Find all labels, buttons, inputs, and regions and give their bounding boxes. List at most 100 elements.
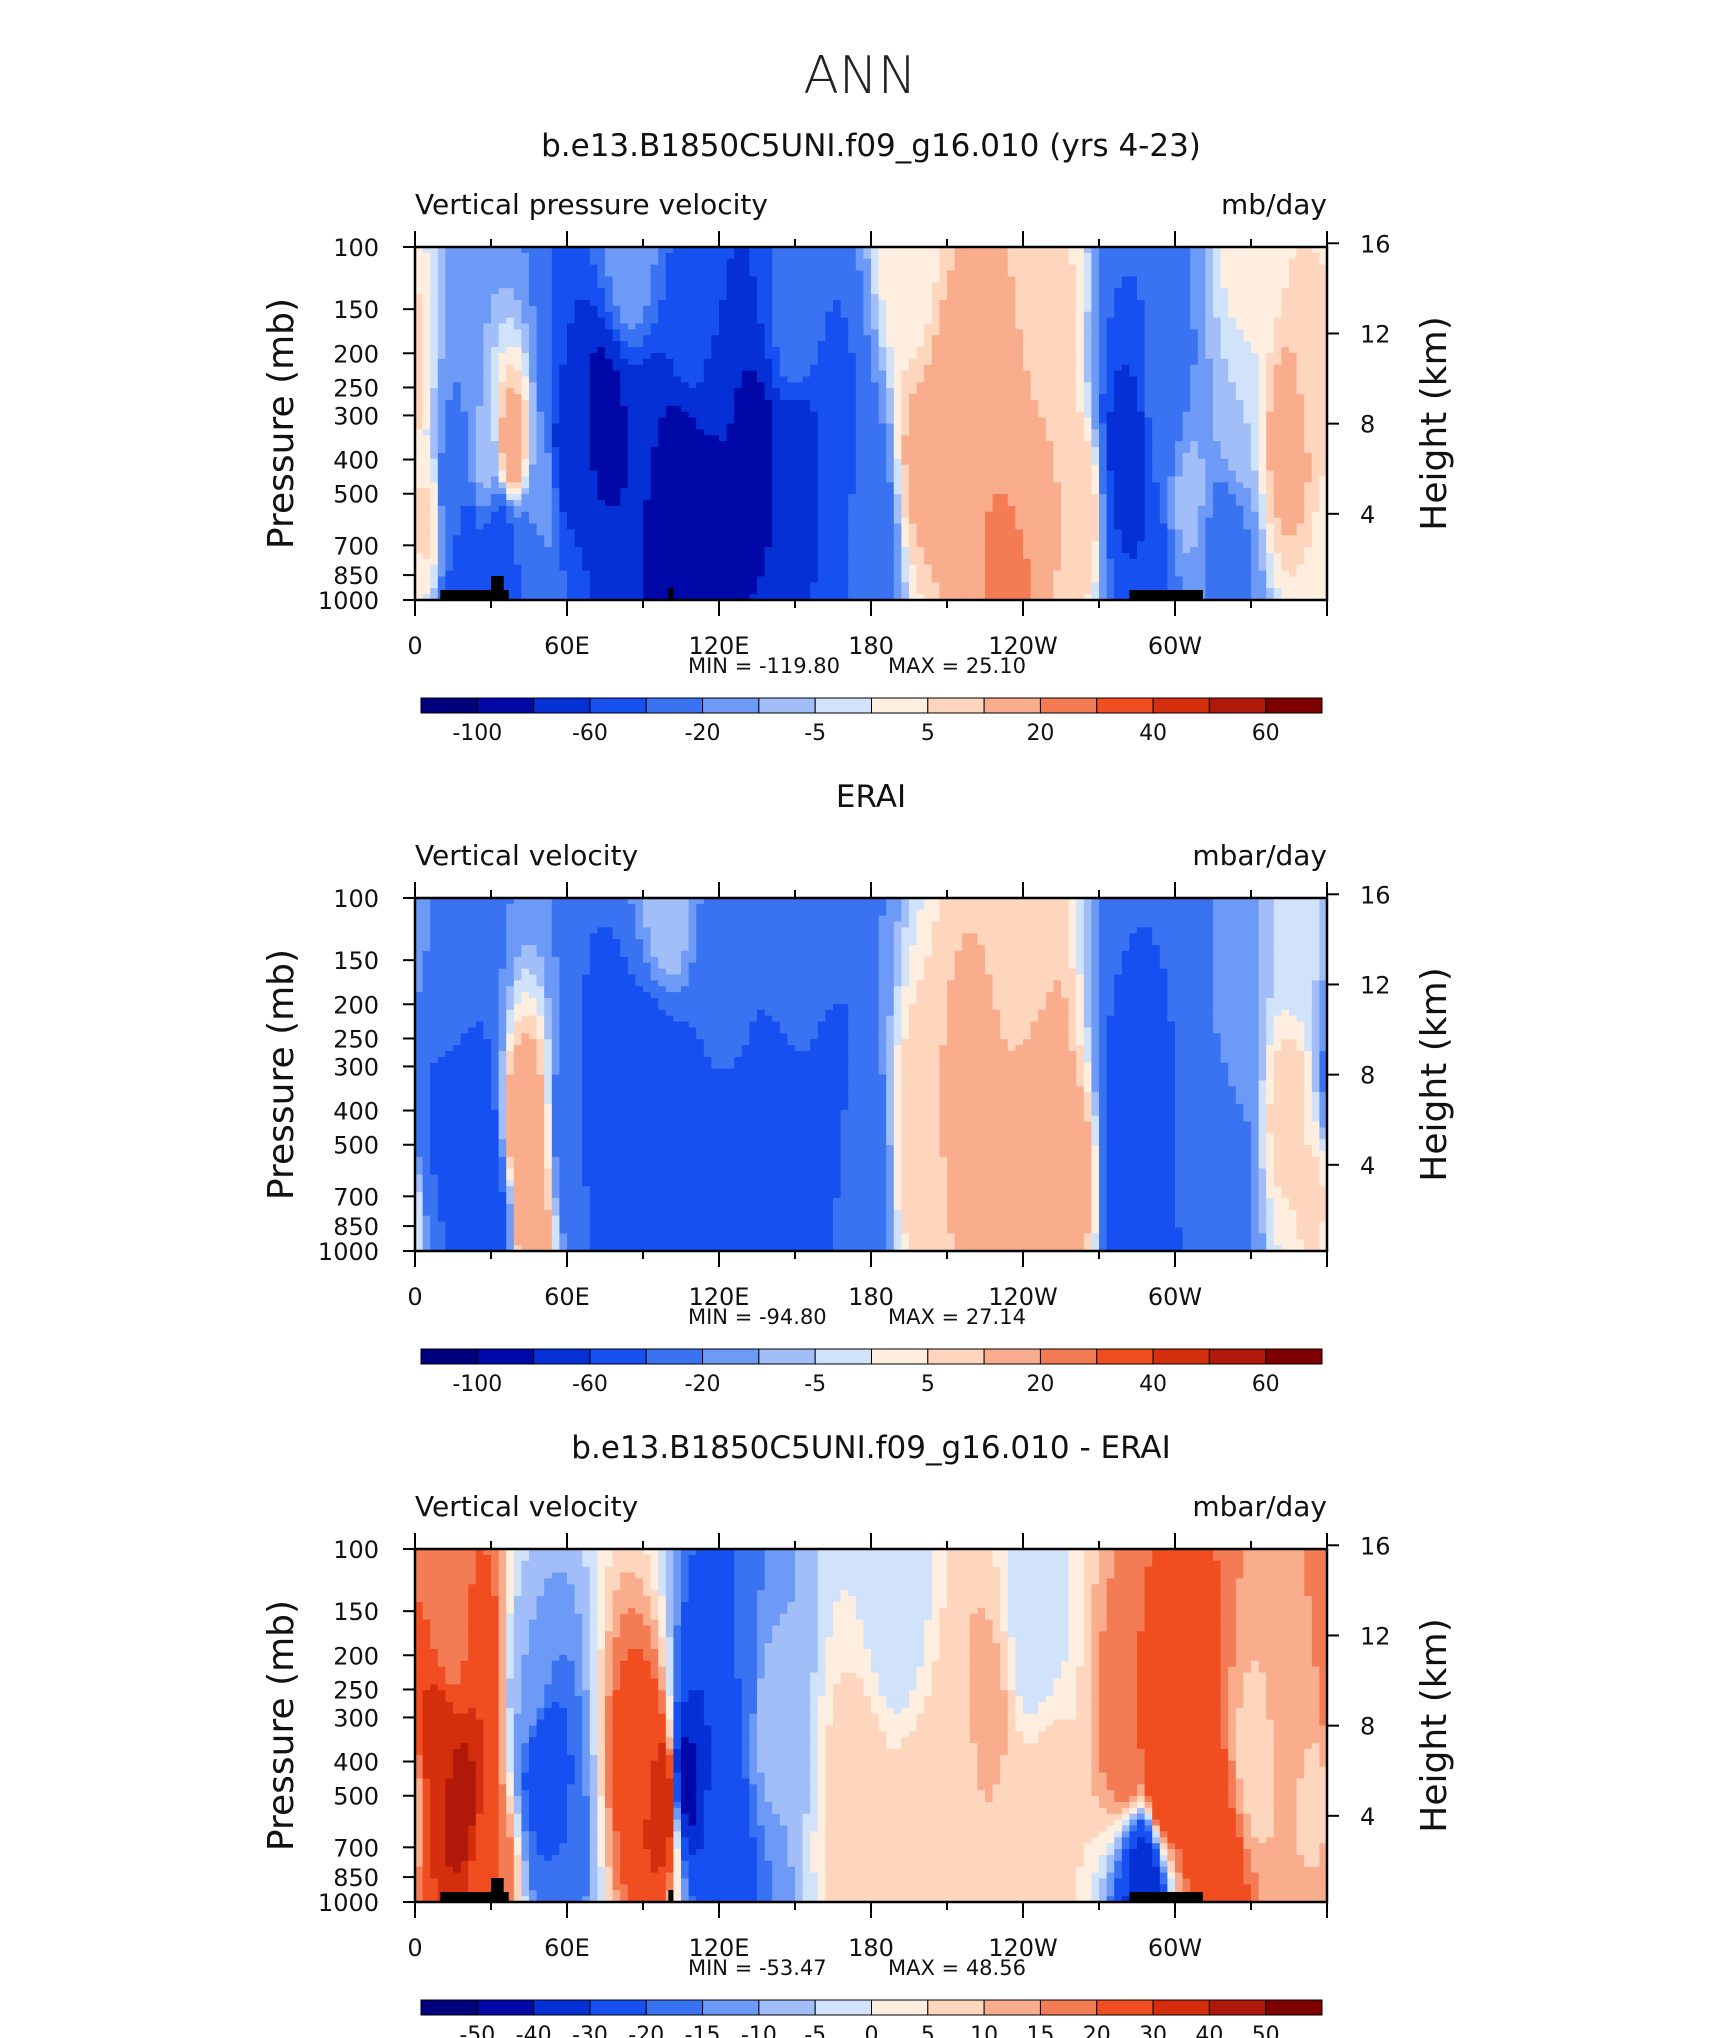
heatmap-cell xyxy=(833,352,842,360)
heatmap-cell xyxy=(1281,447,1290,454)
heatmap-cell xyxy=(878,464,887,472)
heatmap-cell xyxy=(1281,376,1290,383)
heatmap-cell xyxy=(643,388,652,395)
heatmap-cell xyxy=(1289,464,1298,472)
heatmap-cell xyxy=(1023,405,1032,413)
heatmap-cell xyxy=(1213,252,1222,260)
heatmap-cell xyxy=(1030,388,1039,395)
heatmap-cell xyxy=(468,294,477,301)
heatmap-cell xyxy=(544,417,553,425)
heatmap-cell xyxy=(1114,311,1123,319)
heatmap-cell xyxy=(589,294,598,301)
heatmap-cell xyxy=(1266,282,1275,289)
heatmap-cell xyxy=(1251,464,1260,472)
heatmap-cell xyxy=(589,311,598,319)
heatmap-cell xyxy=(475,352,484,360)
heatmap-cell xyxy=(1023,417,1032,425)
heatmap-cell xyxy=(1000,299,1009,307)
heatmap-cell xyxy=(437,458,446,466)
heatmap-cell xyxy=(1045,358,1054,366)
heatmap-cell xyxy=(749,317,758,325)
heatmap-cell xyxy=(969,417,978,425)
heatmap-cell xyxy=(711,364,720,372)
heatmap-cell xyxy=(1030,417,1039,425)
heatmap-cell xyxy=(1015,347,1024,354)
heatmap-cell xyxy=(415,405,424,413)
heatmap-cell xyxy=(909,382,918,389)
heatmap-cell xyxy=(901,352,910,360)
heatmap-cell xyxy=(658,370,667,378)
heatmap-cell xyxy=(795,335,804,342)
heatmap-cell xyxy=(521,405,530,413)
heatmap-cell xyxy=(833,429,842,436)
heatmap-cell xyxy=(954,317,963,325)
heatmap-cell xyxy=(711,447,720,454)
heatmap-cell xyxy=(422,252,431,260)
heatmap-cell xyxy=(1068,382,1077,389)
heatmap-cell xyxy=(916,311,925,319)
heatmap-cell xyxy=(453,382,462,389)
heatmap-cell xyxy=(415,358,424,366)
heatmap-cell xyxy=(1091,399,1100,407)
heatmap-cell xyxy=(1144,482,1153,489)
heatmap-cell xyxy=(582,299,591,307)
heatmap-cell xyxy=(1266,458,1275,466)
heatmap-cell xyxy=(544,329,553,336)
heatmap-cell xyxy=(810,382,819,389)
heatmap-cell xyxy=(871,317,880,325)
heatmap-cell xyxy=(954,305,963,313)
heatmap-cell xyxy=(415,288,424,295)
heatmap-cell xyxy=(643,394,652,401)
heatmap-cell xyxy=(1137,388,1146,395)
heatmap-cell xyxy=(1258,352,1267,360)
heatmap-cell xyxy=(1083,423,1092,430)
heatmap-cell xyxy=(779,247,788,254)
heatmap-cell xyxy=(1167,405,1176,413)
heatmap-cell xyxy=(673,358,682,366)
heatmap-cell xyxy=(483,470,492,478)
heatmap-cell xyxy=(1083,411,1092,419)
heatmap-cell xyxy=(787,464,796,472)
heatmap-cell xyxy=(650,447,659,454)
heatmap-cell xyxy=(711,252,720,260)
heatmap-cell xyxy=(1319,329,1328,336)
heatmap-cell xyxy=(1106,305,1115,313)
heatmap-cell xyxy=(795,264,804,272)
heatmap-cell xyxy=(1289,370,1298,378)
heatmap-cell xyxy=(711,305,720,313)
heatmap-cell xyxy=(513,247,522,254)
heatmap-cell xyxy=(650,341,659,348)
heatmap-cell xyxy=(483,288,492,295)
heatmap-cell xyxy=(962,394,971,401)
heatmap-cell xyxy=(893,370,902,378)
heatmap-cell xyxy=(855,335,864,342)
heatmap-cell xyxy=(513,270,522,278)
heatmap-cell xyxy=(871,329,880,336)
heatmap-cell xyxy=(1114,394,1123,401)
heatmap-cell xyxy=(460,288,469,295)
heatmap-cell xyxy=(779,311,788,319)
heatmap-cell xyxy=(916,399,925,407)
heatmap-cell xyxy=(810,435,819,442)
heatmap-cell xyxy=(703,294,712,301)
heatmap-cell xyxy=(833,488,842,495)
heatmap-cell xyxy=(513,352,522,360)
heatmap-cell xyxy=(627,429,636,436)
heatmap-cell xyxy=(1152,370,1161,378)
heatmap-cell xyxy=(506,441,515,448)
heatmap-cell xyxy=(582,370,591,378)
heatmap-cell xyxy=(688,452,697,460)
heatmap-cell xyxy=(1114,299,1123,307)
heatmap-cell xyxy=(658,399,667,407)
heatmap-cell xyxy=(635,358,644,366)
heatmap-cell xyxy=(916,264,925,272)
heatmap-cell xyxy=(1251,358,1260,366)
heatmap-cell xyxy=(1053,276,1062,283)
heatmap-cell xyxy=(627,394,636,401)
heatmap-cell xyxy=(795,452,804,460)
heatmap-cell xyxy=(825,458,834,466)
heatmap-cell xyxy=(574,317,583,325)
heatmap-cell xyxy=(1114,352,1123,360)
heatmap-cell xyxy=(1053,305,1062,313)
heatmap-cell xyxy=(1266,470,1275,478)
